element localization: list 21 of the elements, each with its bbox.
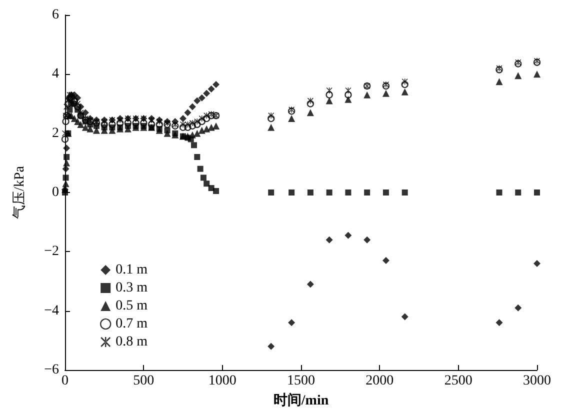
y-tick-label: 0 xyxy=(52,185,59,200)
x-tick-label: 0 xyxy=(62,374,68,388)
y-tick-label: 2 xyxy=(52,126,59,141)
legend-label: 0.1 m xyxy=(116,262,148,278)
legend-label: 0.3 m xyxy=(116,280,148,296)
x-tick-label: 1500 xyxy=(287,374,315,388)
y-axis-title: 气压/kPa xyxy=(12,165,28,219)
x-axis-title: 时间/min xyxy=(273,392,329,408)
x-tick-label: 500 xyxy=(133,374,154,388)
y-tick-label: −6 xyxy=(44,362,59,378)
x-tick-label: 2000 xyxy=(366,374,394,388)
y-tick-label: −4 xyxy=(44,303,59,318)
x-tick-label: 1000 xyxy=(208,374,236,388)
y-tick-label: 6 xyxy=(52,8,59,22)
x-tick-label: 3000 xyxy=(523,374,551,388)
legend-label: 0.5 m xyxy=(116,298,148,314)
y-tick-label: 4 xyxy=(52,66,59,82)
x-tick-label: 2500 xyxy=(444,374,472,388)
legend-label: 0.7 m xyxy=(116,316,148,332)
legend-label: 0.8 m xyxy=(116,334,148,350)
y-tick-label: −2 xyxy=(44,244,59,260)
